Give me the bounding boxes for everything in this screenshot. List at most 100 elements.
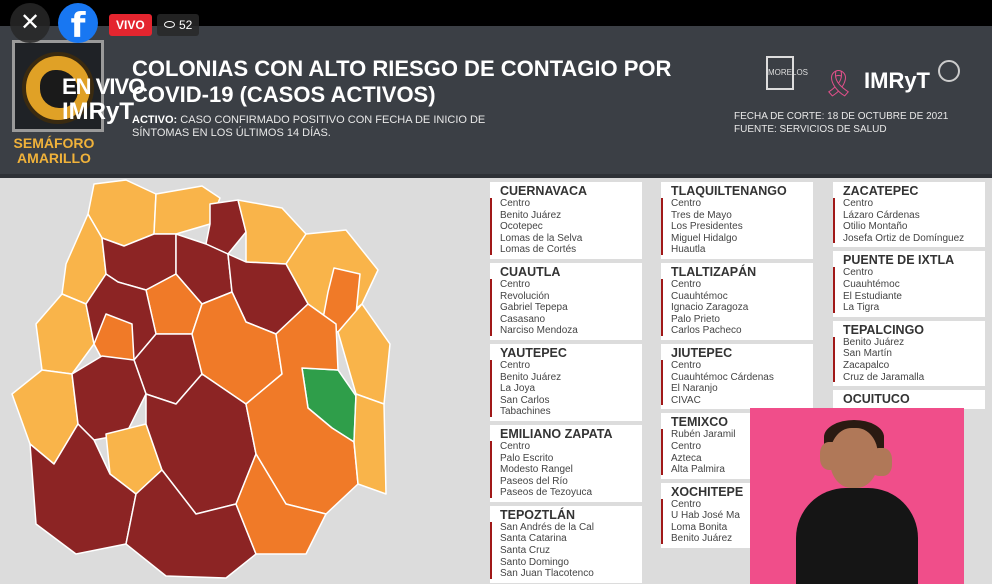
eye-icon [164,21,175,29]
colonia-item: La Tigra [843,302,880,314]
interpreter-left-hand [820,442,842,470]
municipality-name: YAUTEPEC [500,345,567,360]
colonia-item: Loma Bonita [671,521,728,533]
municipality-name: JIUTEPEC [671,345,733,360]
map-region [35,293,95,375]
municipality-card: TEPOZTLÁN San Andrés de la Cal Santa Catar… [490,505,642,583]
colonia-item: Centro [671,498,702,510]
header-divider [0,174,992,178]
municipality-name: TEMIXCO [671,415,728,430]
colonia-item: Santo Domingo [500,556,569,568]
colonia-item: Centro [843,267,874,279]
map-region [353,393,387,495]
municipality-card: TEPALCINGO Benito Juárez San Martín Zacapal… [833,320,985,387]
colonia-item: Benito Juárez [500,371,562,383]
cutoff-date: FECHA DE CORTE: 18 DE OCTUBRE DE 2021 [734,111,949,122]
definition-text: ACTIVO: CASO CONFIRMADO POSITIVO CON FEC… [132,114,532,140]
logos-group: MORELOS 🎗 IMRyT [760,56,970,106]
interpreter-right-hand [870,448,892,476]
colonia-item: Rubén Jaramil [671,429,736,441]
colonia-item: San Andrés de la Cal [500,521,594,533]
municipality-name: PUENTE DE IXTLA [843,253,955,268]
municipality-name: CUERNAVACA [500,184,588,198]
colonia-item: Modesto Rangel [500,464,573,476]
colonia-item: La Joya [500,383,536,395]
colonia-item: Otilio Montaño [843,221,908,233]
municipality-name: TLALTIZAPÁN [671,264,757,279]
colonia-item: San Carlos [500,394,550,406]
morelos-logo: MORELOS [766,56,808,90]
map-region [235,453,327,555]
municipality-name: TLAQUILTENANGO [671,184,787,198]
municipality-card: EMILIANO ZAPATA Centro Palo Escrito Modesto… [490,424,642,502]
imryt-logo: IMRyT [864,68,930,93]
colonia-item: Los Presidentes [671,221,743,233]
colonia-item: CIVAC [671,394,701,406]
municipality-card: ZACATEPEC Centro Lázaro Cárdenas Otilio Mon… [833,182,985,248]
colonia-item: Centro [671,359,702,371]
colonia-item: El Naranjo [671,383,718,395]
municipality-column-1: CUERNAVACA Centro Benito Juárez Ocotepec Lom… [490,182,642,584]
definition-term: ACTIVO: [132,114,178,126]
colonia-item: Josefa Ortiz de Domínguez [843,232,965,244]
colonia-item: San Juan Tlacotenco [500,568,594,580]
colonia-item: Cuauhtémoc [671,290,728,302]
colonia-item: Alta Palmira [671,464,725,476]
colonia-item: Lomas de Cortés [500,244,577,256]
morelos-risk-map [11,179,391,579]
colonia-item: Benito Juárez [671,533,733,545]
watermark-imryt: IMRyT [62,98,134,125]
colonia-item: Centro [671,278,702,290]
colonia-item: Palo Escrito [500,452,554,464]
live-badge: VIVO [109,14,152,36]
municipality-card: CUAUTLA Centro Revolución Gabriel Tepepa Cas… [490,262,642,340]
municipality-name: TEPALCINGO [843,322,925,337]
colonia-item: Tres de Mayo [671,209,732,221]
video-frame[interactable]: EN VIVO IMRyT SEMÁFORO AMARILLO COLONIAS… [0,26,992,584]
close-button[interactable]: ✕ [10,3,50,43]
colonia-item: Palo Prieto [671,313,720,325]
colonia-item: Centro [500,359,531,371]
municipality-card: TLALTIZAPÁN Centro Cuauhtémoc Ignacio Zarag… [661,262,813,340]
colonia-item: Casasano [500,313,546,325]
colonia-item: San Martín [843,348,892,360]
colonia-item: Centro [500,440,531,452]
colonia-item: Huautla [671,244,706,256]
municipality-name: TEPOZTLÁN [500,507,575,522]
municipality-card: CUERNAVACA Centro Benito Juárez Ocotepec Lom… [490,182,642,259]
colonia-item: Revolución [500,290,550,302]
pink-ribbon-icon: 🎗 [822,68,856,98]
municipality-column-3: ZACATEPEC Centro Lázaro Cárdenas Otilio Mon… [833,182,985,413]
colonia-item: Lázaro Cárdenas [843,209,920,221]
seal-icon [938,60,960,82]
municipality-card: YAUTEPEC Centro Benito Juárez La Joya San Ca… [490,343,642,421]
colonia-item: Cuauhtémoc [843,278,900,290]
colonia-item: Ocotepec [500,221,543,233]
colonia-item: Centro [500,198,531,209]
colonia-item: Paseos de Tezoyuca [500,487,593,499]
infographic-header: EN VIVO IMRyT SEMÁFORO AMARILLO COLONIAS… [0,26,992,174]
municipality-card: OCUITUCO [833,390,985,410]
colonia-item: Benito Juárez [500,209,562,221]
interpreter-body [796,488,918,584]
colonia-item: U Hab José Ma [671,510,740,522]
map-region [29,423,137,555]
municipality-name: CUAUTLA [500,264,561,279]
watermark-en-vivo: EN VIVO [62,74,145,99]
source-info: FECHA DE CORTE: 18 DE OCTUBRE DE 2021 FU… [734,110,948,136]
viewer-count: 52 [179,18,193,32]
colonia-item: El Estudiante [843,290,902,302]
close-icon: ✕ [19,9,41,36]
colonia-item: Benito Juárez [843,336,905,348]
colonia-item: Centro [843,198,874,209]
colonia-item: Centro [671,440,702,452]
municipality-name: OCUITUCO [843,392,910,407]
municipality-name: EMILIANO ZAPATA [500,426,613,441]
colonia-item: Lomas de la Selva [500,232,583,244]
colonia-item: Santa Catarina [500,533,567,545]
colonia-item: Centro [500,278,531,290]
colonia-item: Miguel Hidalgo [671,232,738,244]
colonia-item: Centro [671,198,702,209]
colonia-item: Santa Cruz [500,545,551,557]
colonia-item: Narciso Mendoza [500,325,578,337]
